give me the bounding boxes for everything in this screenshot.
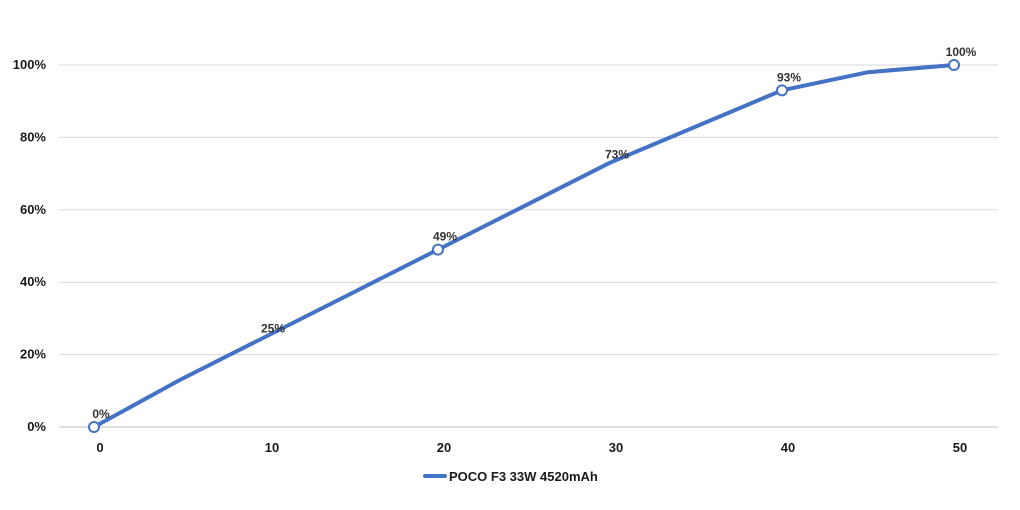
data-label: 0% [92,407,110,421]
x-tick-label: 30 [609,440,623,455]
x-tick-label: 20 [437,440,451,455]
data-label: 25% [261,322,285,336]
data-label: 49% [433,230,457,244]
y-tick-label: 60% [20,202,46,217]
data-point-marker [88,421,100,433]
gridlines [59,64,998,428]
y-axis-tick-labels: 0% 20% 40% 60% 80% 100% [13,57,47,434]
data-point-marker [432,243,444,256]
data-labels: 0% 25% 49% 73% 93% 100% [92,45,976,421]
point-markers [88,59,960,433]
y-tick-label: 40% [20,274,46,289]
data-point-marker [948,59,960,71]
legend-label: POCO F3 33W 4520mAh [449,469,598,484]
x-tick-label: 50 [953,440,967,455]
x-axis-tick-labels: 0 10 20 30 40 50 [96,440,967,455]
data-point-marker [776,84,788,97]
series-line [92,63,956,429]
data-label: 100% [946,45,977,59]
y-tick-label: 20% [20,347,46,362]
y-tick-label: 0% [27,419,46,434]
legend: POCO F3 33W 4520mAh [423,469,598,484]
series [92,63,956,429]
data-label: 93% [777,70,801,84]
x-tick-label: 0 [96,440,103,455]
y-tick-label: 80% [20,129,46,144]
x-tick-label: 10 [265,440,279,455]
data-label: 73% [605,148,629,162]
y-tick-label: 100% [13,57,47,72]
x-tick-label: 40 [781,440,795,455]
